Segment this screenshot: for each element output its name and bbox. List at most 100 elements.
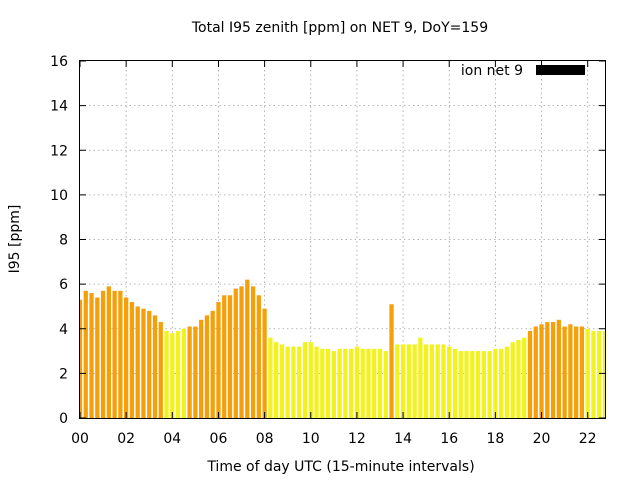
x-tick-label: 22 <box>579 431 597 447</box>
bar <box>164 330 169 418</box>
bar <box>135 306 140 418</box>
bar <box>475 351 481 418</box>
y-tick-label: 0 <box>59 411 68 427</box>
bar <box>302 342 308 418</box>
bar <box>250 286 256 418</box>
bar <box>591 330 596 418</box>
y-tick-label: 8 <box>59 233 68 249</box>
bar <box>516 339 521 418</box>
bar <box>545 322 550 418</box>
x-tick-label: 16 <box>440 431 458 447</box>
bar <box>152 315 158 418</box>
y-tick-label: 6 <box>59 277 68 293</box>
bar <box>550 322 556 418</box>
bar <box>372 348 377 418</box>
y-tick-label: 16 <box>50 54 68 70</box>
bar <box>568 324 573 418</box>
legend-swatch <box>536 65 585 75</box>
bar <box>412 344 417 418</box>
bar <box>487 351 492 418</box>
bar <box>574 326 579 418</box>
bar <box>602 330 605 418</box>
bar <box>435 344 440 418</box>
bar <box>510 342 515 418</box>
bar <box>441 344 446 418</box>
y-tick-label: 14 <box>50 99 68 115</box>
bar <box>170 333 175 418</box>
bar <box>383 351 388 418</box>
bar <box>400 344 406 418</box>
bar <box>256 295 261 418</box>
y-axis-label: I95 [ppm] <box>7 205 23 274</box>
x-tick-label: 02 <box>117 431 135 447</box>
bar <box>83 290 88 418</box>
bar <box>233 288 238 418</box>
bar <box>331 351 336 418</box>
bar <box>268 337 273 418</box>
legend-label: ion net 9 <box>461 63 523 79</box>
bar <box>89 293 94 418</box>
bar <box>274 342 279 418</box>
bar-series <box>80 279 605 418</box>
bar <box>204 315 210 418</box>
bar <box>522 337 527 418</box>
bar <box>527 330 533 418</box>
bar <box>308 342 313 418</box>
y-tick-label: 2 <box>59 366 68 382</box>
bar <box>562 326 567 418</box>
x-tick-label: 12 <box>348 431 366 447</box>
x-axis-ticks: 00 02 04 06 08 10 12 14 16 18 20 22 <box>71 61 597 447</box>
x-tick-label: 04 <box>163 431 181 447</box>
bar <box>470 351 475 418</box>
bar <box>597 330 602 418</box>
bar <box>389 304 394 418</box>
bar <box>80 299 83 418</box>
bar <box>285 346 290 418</box>
chart-title: Total I95 zenith [ppm] on NET 9, DoY=159 <box>191 20 488 36</box>
bar <box>452 348 458 418</box>
bar <box>533 326 538 418</box>
bar <box>100 290 106 418</box>
bar <box>279 344 285 418</box>
bar <box>579 326 585 418</box>
x-tick-label: 08 <box>256 431 274 447</box>
legend: ion net 9 <box>461 63 585 79</box>
bar <box>141 308 146 418</box>
bar <box>239 286 244 418</box>
bar <box>556 319 561 418</box>
y-tick-label: 10 <box>50 188 68 204</box>
bar <box>343 348 348 418</box>
bar <box>429 344 435 418</box>
x-tick-label: 06 <box>210 431 228 447</box>
plot-frame <box>79 60 606 419</box>
bar <box>175 330 181 418</box>
bar <box>181 328 186 418</box>
bar <box>262 308 267 418</box>
bar <box>193 326 198 418</box>
bar <box>354 346 360 418</box>
bar <box>337 348 342 418</box>
bar <box>458 351 463 418</box>
bar <box>366 348 371 418</box>
bar <box>216 301 221 418</box>
bar <box>129 301 135 418</box>
bar <box>504 346 510 418</box>
bar <box>585 328 590 418</box>
bar <box>112 290 117 418</box>
x-tick-label: 18 <box>486 431 504 447</box>
bar <box>320 348 325 418</box>
bar <box>499 348 504 418</box>
bar <box>481 351 486 418</box>
bar <box>291 346 296 418</box>
bar <box>147 310 152 418</box>
bar <box>199 319 204 418</box>
x-tick-label: 14 <box>394 431 412 447</box>
bar <box>447 346 452 418</box>
bar <box>297 346 302 418</box>
bar <box>349 348 354 418</box>
bar <box>314 346 319 418</box>
bar <box>406 344 411 418</box>
bar <box>95 297 100 418</box>
x-tick-label: 10 <box>302 431 320 447</box>
bar <box>227 295 233 418</box>
